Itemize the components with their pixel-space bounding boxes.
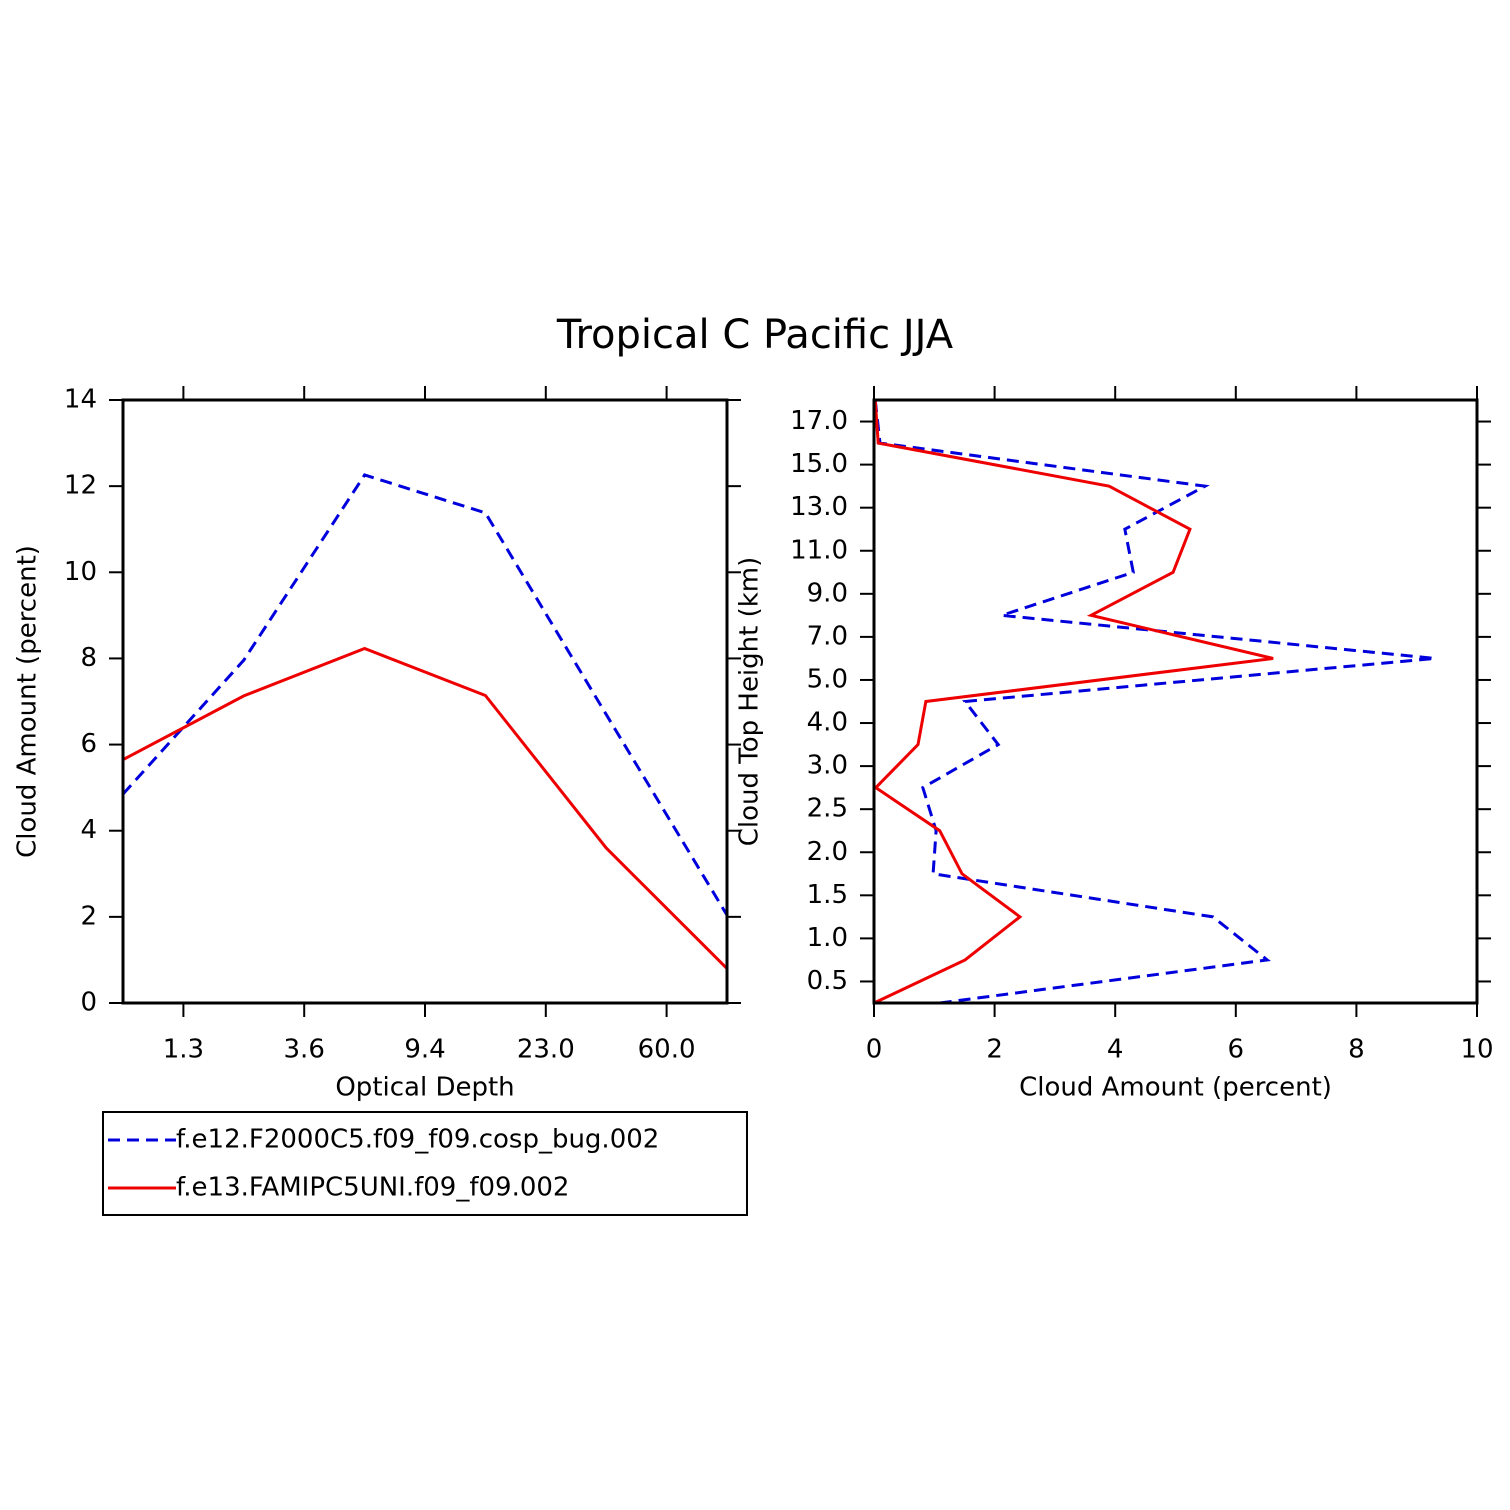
x-tick-label: 9.4 (404, 1035, 445, 1065)
y-tick-label: 2 (80, 901, 97, 931)
y-tick-label: 4 (80, 815, 97, 845)
y-tick-label: 14 (64, 385, 97, 415)
y-tick-label: 6 (80, 729, 97, 759)
y-tick-label: 4.0 (807, 708, 848, 738)
y-tick-label: 5.0 (807, 664, 848, 694)
x-tick-label: 1.3 (163, 1035, 204, 1065)
x-tick-label: 10 (1460, 1035, 1493, 1065)
plot-frame (121, 398, 729, 1005)
y-tick-label: 2.5 (807, 794, 848, 824)
series-line (121, 473, 729, 916)
chart-title: Tropical C Pacific JJA (556, 312, 954, 358)
x-tick-label: 60.0 (638, 1035, 696, 1065)
legend-label: f.e12.F2000C5.f09_f09.cosp_bug.002 (176, 1125, 659, 1155)
y-tick-label: 10 (64, 557, 97, 587)
y-tick-label: 8 (80, 643, 97, 673)
x-tick-label: 8 (1348, 1035, 1365, 1065)
y-tick-label: 15.0 (790, 449, 848, 479)
y-tick-label: 0.5 (807, 966, 848, 996)
y-tick-label: 0 (80, 988, 97, 1018)
x-tick-label: 2 (986, 1035, 1003, 1065)
y-axis-label: Cloud Amount (percent) (13, 545, 43, 858)
legend-label: f.e13.FAMIPC5UNI.f09_f09.002 (176, 1173, 569, 1203)
x-tick-label: 3.6 (284, 1035, 325, 1065)
y-tick-label: 1.0 (807, 923, 848, 953)
legend-box (102, 1111, 748, 1216)
y-tick-label: 12 (64, 471, 97, 501)
x-tick-label: 4 (1107, 1035, 1124, 1065)
y-tick-label: 7.0 (807, 621, 848, 651)
x-axis-label: Optical Depth (335, 1073, 514, 1103)
x-tick-label: 23.0 (517, 1035, 575, 1065)
y-tick-label: 9.0 (807, 578, 848, 608)
y-tick-label: 17.0 (790, 406, 848, 436)
y-tick-label: 1.5 (807, 880, 848, 910)
y-tick-label: 13.0 (790, 492, 848, 522)
series-line (122, 646, 729, 970)
series-line (873, 399, 1435, 1005)
y-tick-label: 2.0 (807, 837, 848, 867)
y-tick-label: 11.0 (790, 535, 848, 565)
x-tick-label: 0 (866, 1035, 883, 1065)
series-line (873, 399, 1274, 1005)
x-tick-label: 6 (1228, 1035, 1245, 1065)
x-axis-label: Cloud Amount (percent) (1019, 1073, 1332, 1103)
y-axis-label: Cloud Top Height (km) (735, 557, 765, 847)
plot-frame (872, 398, 1479, 1005)
y-tick-label: 3.0 (807, 751, 848, 781)
